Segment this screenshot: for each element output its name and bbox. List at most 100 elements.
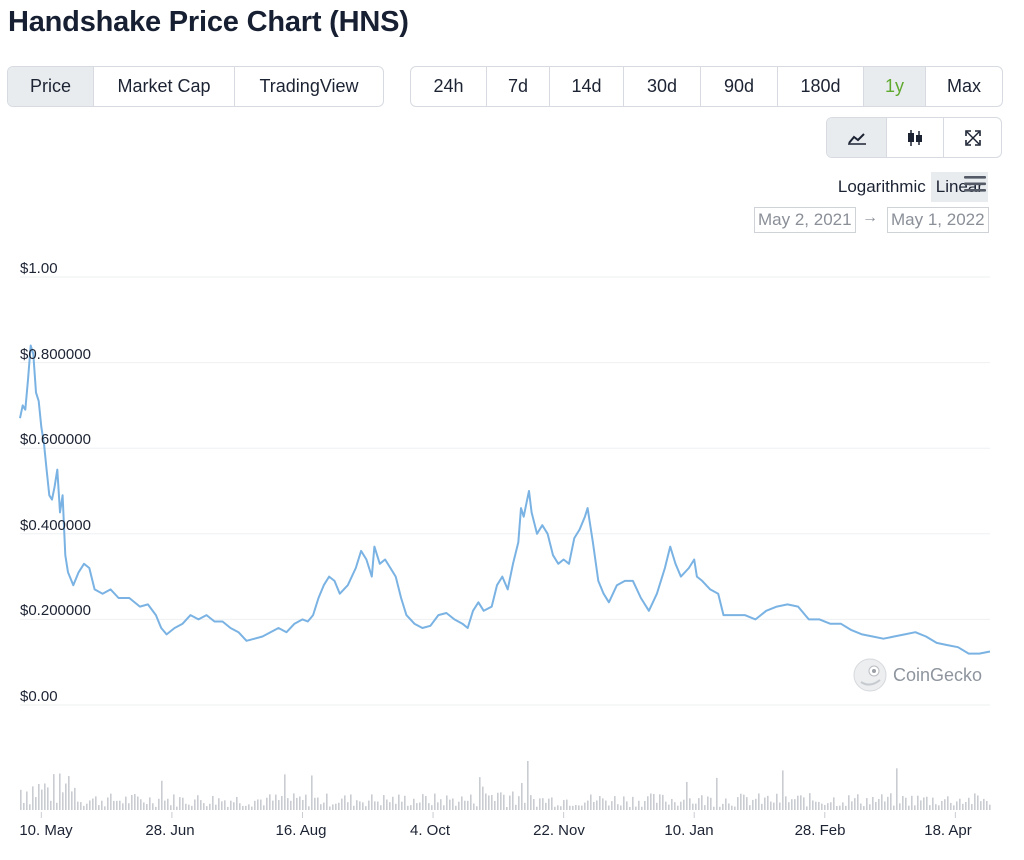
volume-bar	[143, 802, 145, 810]
volume-bar	[770, 801, 772, 810]
volume-bar	[344, 795, 346, 810]
volume-bar	[215, 804, 217, 810]
watermark-text: CoinGecko	[893, 664, 983, 685]
volume-bar	[539, 798, 541, 810]
expand-button[interactable]	[944, 118, 1001, 157]
tab-market-cap[interactable]: Market Cap	[94, 67, 235, 106]
volume-bar	[665, 801, 667, 810]
tab-price[interactable]: Price	[8, 67, 94, 106]
gecko-logo-icon	[853, 658, 887, 692]
range-30d[interactable]: 30d	[624, 67, 701, 106]
volume-bar	[944, 799, 946, 810]
candlestick-button[interactable]	[887, 118, 944, 157]
volume-bar	[83, 805, 85, 810]
volume-bar	[356, 800, 358, 810]
volume-bar	[626, 801, 628, 810]
volume-bar	[542, 798, 544, 810]
volume-bar	[290, 800, 292, 810]
volume-bar	[551, 797, 553, 810]
volume-bar	[602, 798, 604, 810]
volume-bar	[368, 800, 370, 810]
volume-bar	[395, 803, 397, 810]
range-14d[interactable]: 14d	[550, 67, 624, 106]
date-from-input[interactable]: May 2, 2021	[754, 207, 856, 233]
volume-bar	[293, 793, 295, 810]
volume-bar	[56, 802, 58, 810]
range-tabs: 24h 7d 14d 30d 90d 180d 1y Max	[410, 66, 1003, 107]
range-24h[interactable]: 24h	[411, 67, 487, 106]
volume-bar	[233, 802, 235, 810]
volume-bar	[920, 800, 922, 810]
volume-bar	[242, 805, 244, 810]
volume-bar	[569, 805, 571, 810]
volume-bar	[170, 805, 172, 810]
range-180d[interactable]: 180d	[778, 67, 864, 106]
volume-bar	[173, 794, 175, 810]
volume-bar	[683, 799, 685, 810]
volume-bar	[830, 802, 832, 810]
line-chart-button[interactable]	[827, 118, 887, 157]
volume-bar	[377, 801, 379, 810]
volume-bar	[416, 803, 418, 810]
volume-bar	[434, 793, 436, 810]
volume-bar	[977, 795, 979, 810]
volume-bar	[803, 797, 805, 810]
volume-bar	[884, 801, 886, 810]
volume-bar	[317, 797, 319, 810]
date-range-arrow: →	[862, 209, 878, 226]
scale-logarithmic[interactable]: Logarithmic	[837, 177, 926, 196]
volume-bar	[758, 793, 760, 810]
volume-bar	[329, 806, 331, 810]
volume-bar	[473, 803, 475, 810]
y-tick-label: $0.800000	[20, 346, 91, 363]
volume-bar	[764, 797, 766, 810]
volume-bar	[914, 805, 916, 810]
volume-bar	[701, 795, 703, 810]
x-tick-label: 22. Nov	[533, 822, 585, 839]
volume-bar	[197, 795, 199, 810]
volume-bar	[860, 803, 862, 810]
tab-tradingview[interactable]: TradingView	[259, 76, 359, 96]
volume-bar	[443, 805, 445, 810]
volume-bar	[401, 801, 403, 810]
volume-bar	[113, 800, 115, 810]
volume-bar	[629, 806, 631, 810]
range-90d[interactable]: 90d	[701, 67, 778, 106]
volume-bar	[236, 796, 238, 810]
volume-bar	[578, 805, 580, 810]
volume-bar	[608, 805, 610, 810]
volume-bar	[713, 806, 715, 810]
volume-bar	[125, 796, 127, 810]
volume-bar	[179, 797, 181, 810]
volume-bar	[641, 806, 643, 810]
volume-bar	[86, 803, 88, 810]
volume-bar	[836, 806, 838, 810]
range-7d[interactable]: 7d	[487, 67, 550, 106]
range-1y[interactable]: 1y	[864, 67, 926, 106]
volume-bar	[752, 799, 754, 810]
volume-bar	[308, 806, 310, 810]
hamburger-menu-icon[interactable]	[962, 172, 988, 196]
volume-bar	[893, 805, 895, 810]
volume-bar	[65, 783, 67, 810]
volume-bar	[248, 804, 250, 810]
volume-bar	[680, 801, 682, 810]
date-to-input[interactable]: May 1, 2022	[887, 207, 989, 233]
x-tick-label: 18. Apr	[924, 822, 972, 839]
y-tick-label: $0.00	[20, 688, 58, 705]
volume-bar	[20, 789, 22, 810]
volume-bar	[218, 798, 220, 810]
y-tick-label: $0.600000	[20, 431, 91, 448]
range-max[interactable]: Max	[946, 76, 981, 96]
volume-bar	[104, 806, 106, 810]
volume-bar	[470, 794, 472, 810]
volume-bar	[812, 800, 814, 810]
volume-bar	[647, 796, 649, 810]
volume-bar	[848, 795, 850, 810]
volume-bar	[881, 794, 883, 810]
volume-bar	[464, 800, 466, 810]
volume-bar	[29, 804, 31, 810]
volume-bar	[485, 793, 487, 810]
volume-bar	[824, 804, 826, 810]
volume-bar	[731, 805, 733, 810]
